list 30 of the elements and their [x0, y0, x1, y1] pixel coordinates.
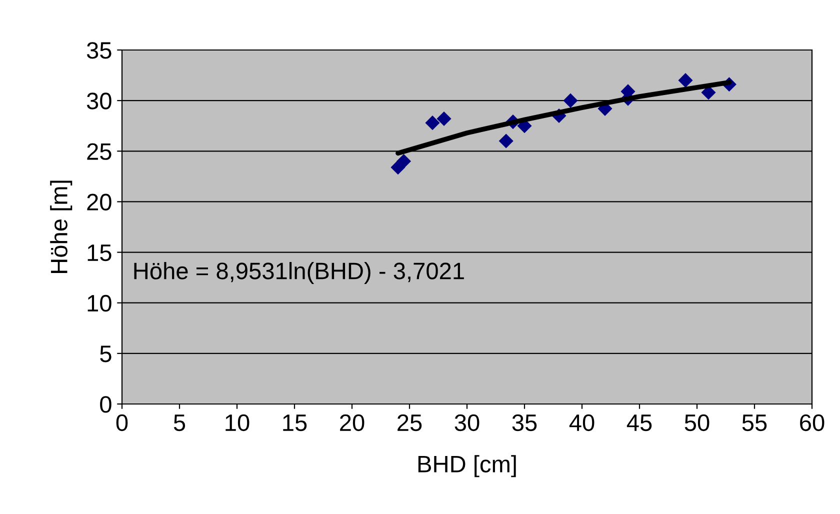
y-tick-label: 0	[100, 396, 112, 413]
y-tick-label: 5	[100, 346, 112, 362]
y-tick-label: 20	[87, 194, 112, 210]
x-tick-label: 40	[569, 414, 594, 432]
x-tick-label: 60	[800, 414, 824, 432]
x-tick-label: 0	[116, 414, 128, 432]
x-tick-label: 30	[454, 414, 480, 432]
y-tick-label: 25	[87, 143, 112, 160]
x-tick-label: 15	[283, 414, 307, 432]
x-tick-label: 55	[742, 414, 767, 432]
y-tick-label: 30	[86, 92, 112, 110]
y-tick-label: 35	[86, 42, 112, 59]
x-tick-label: 10	[226, 414, 250, 432]
point	[425, 116, 440, 130]
point	[436, 111, 452, 126]
point	[498, 134, 514, 148]
x-tick-label: 20	[340, 414, 364, 432]
x-tick-label: 25	[398, 414, 422, 432]
y-tick-label: 10	[88, 294, 112, 312]
point	[563, 93, 578, 108]
x-axis-title: BHD [cm]	[418, 455, 516, 478]
y-axis-title: Höhe [m]	[50, 180, 72, 273]
x-tick-label: 35	[512, 414, 537, 432]
annotation: Höhe = 8,9531ln(BHD) - 3,7021	[134, 262, 464, 284]
y-tick-label: 15	[88, 244, 112, 262]
x-tick-label: 45	[626, 414, 652, 432]
x-tick-label: 5	[174, 414, 186, 432]
point	[678, 73, 693, 88]
x-tick-label: 50	[684, 414, 710, 432]
point	[396, 154, 412, 169]
